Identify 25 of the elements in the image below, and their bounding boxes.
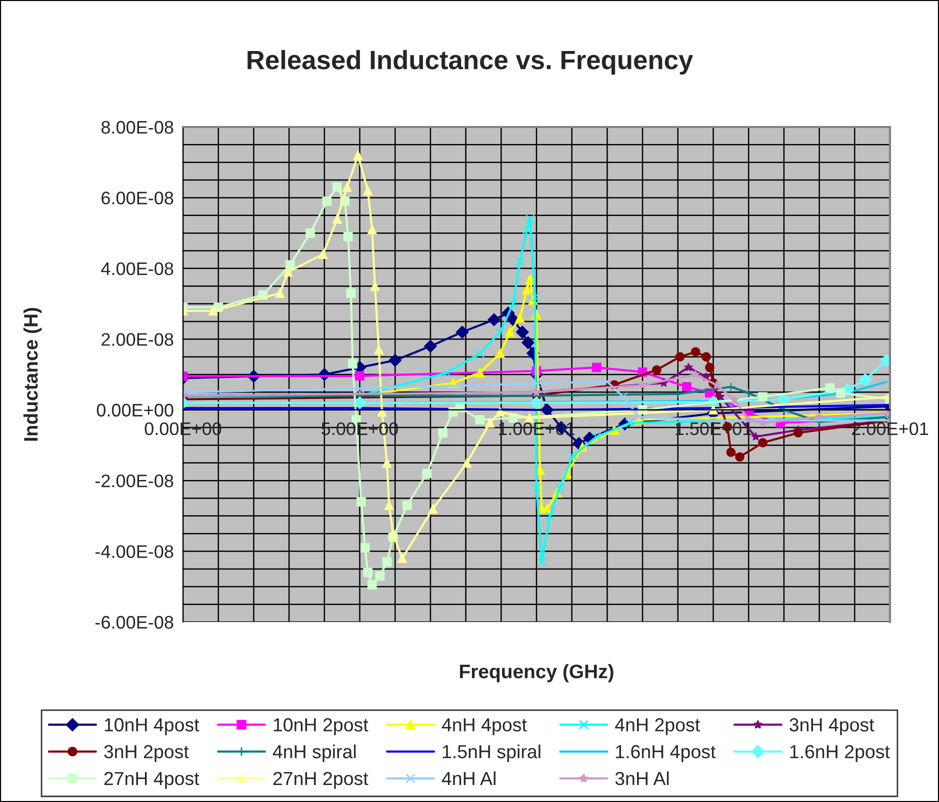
legend-label: 10nH 4post xyxy=(104,718,200,736)
y-tick-label: 6.00E-08 xyxy=(102,192,174,204)
legend-label: 27nH 4post xyxy=(104,772,200,789)
legend-label: 4nH Al xyxy=(442,771,496,785)
legend-label: 4nH 4post xyxy=(442,718,527,736)
legend-label: 1.5nH spiral xyxy=(442,744,540,762)
legend-label: 3nH 4post xyxy=(790,718,874,736)
y-tick-label: 2.00E-08 xyxy=(102,333,174,346)
legend-label: 4nH spiral xyxy=(272,744,356,762)
y-axis-title: Inductance (H) xyxy=(23,308,42,441)
legend-label: 3nH Al xyxy=(615,771,669,786)
y-tick-label: 8.00E-08 xyxy=(101,120,174,134)
chart-title: Released Inductance vs. Frequency xyxy=(248,50,694,75)
y-tick-label: -2.00E-08 xyxy=(95,474,174,488)
x-axis-title: Frequency (GHz) xyxy=(460,664,614,682)
y-tick-label: 4.00E-08 xyxy=(101,262,174,276)
y-tick-label: -6.00E-08 xyxy=(95,616,174,629)
legend-label: 3nH 2post xyxy=(104,745,189,762)
legend-label: 10nH 2post xyxy=(274,718,368,736)
legend-label: 1.6nH 2post xyxy=(790,745,890,762)
legend-label: 27nH 2post xyxy=(273,772,368,789)
y-tick-label: -4.00E-08 xyxy=(95,545,174,558)
legend-label: 4nH 2post xyxy=(615,718,700,736)
y-tick-label: 0.00E+00 xyxy=(96,404,174,417)
legend-label: 1.6nH 4post xyxy=(616,745,716,762)
